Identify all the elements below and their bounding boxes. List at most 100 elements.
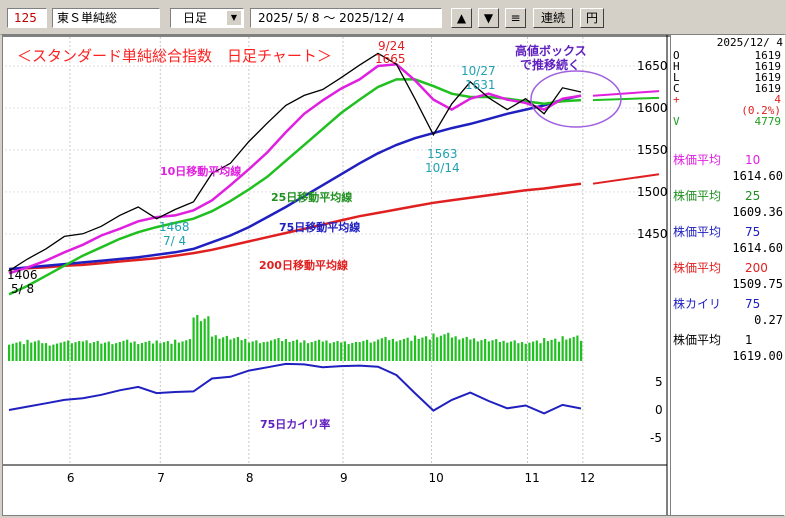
volume-bar <box>129 342 132 361</box>
ohlc-value: 1619 <box>754 49 782 62</box>
indicator-header: 株カイリ 75 <box>673 297 783 311</box>
volume-bar <box>303 340 306 361</box>
volume-bar <box>19 341 22 361</box>
volume-bar <box>395 341 398 361</box>
menu-button[interactable]: ≡ <box>505 8 526 28</box>
ma25-label: 25日移動平均線 <box>271 190 352 204</box>
ohlc-value: 4 <box>774 93 781 106</box>
volume-bar <box>388 340 391 361</box>
volume-bar <box>8 344 11 361</box>
volume-bar <box>292 340 295 361</box>
volume-bar <box>177 342 180 361</box>
ohlc-value: 4779 <box>754 115 782 128</box>
kairi-tick-label: 0 <box>655 403 663 417</box>
volume-bar <box>329 343 332 361</box>
volume-bar <box>247 342 251 361</box>
ohlc-key: O <box>673 49 680 62</box>
indicator-param: 75 <box>745 297 761 311</box>
volume-bar <box>506 342 509 361</box>
continuous-button[interactable]: 連続 <box>533 8 573 28</box>
volume-bar <box>568 338 572 361</box>
scroll-down-button[interactable]: ▼ <box>478 8 499 28</box>
volume-bar <box>37 340 40 361</box>
volume-bar <box>236 336 239 361</box>
x-tick-label: 9 <box>340 471 348 485</box>
ohlc-value: (0.2%) <box>741 104 781 117</box>
kairi-label: 75日カイリ率 <box>260 417 330 431</box>
y-tick-label: 1600 <box>637 101 668 115</box>
high-box-ellipse <box>530 70 622 128</box>
volume-bar <box>572 336 575 361</box>
volume-bar <box>85 340 88 361</box>
volume-bar <box>103 342 107 361</box>
volume-bar <box>92 342 96 361</box>
volume-bar <box>421 337 424 361</box>
volume-bar <box>284 339 287 361</box>
volume-bar <box>277 338 280 361</box>
kairi-line <box>8 362 582 415</box>
volume-bar <box>520 342 524 361</box>
volume-bar <box>402 338 406 361</box>
value-1468: 1468 <box>159 220 190 234</box>
volume-bar <box>162 342 166 361</box>
indicator-value: 1619.00 <box>732 349 783 363</box>
ohlc-key: + <box>673 93 680 106</box>
kairi-tick-label: 5 <box>655 375 663 389</box>
volume-bar <box>203 318 206 361</box>
volume-bar <box>517 343 520 361</box>
date-range-field[interactable]: 2025/ 5/ 8 〜 2025/12/ 4 <box>250 8 442 28</box>
volume-bar <box>513 340 516 361</box>
volume-bar <box>554 338 557 361</box>
volume-bar <box>502 340 505 361</box>
y-tick-label: 1650 <box>637 59 668 73</box>
volume-bar <box>155 340 158 361</box>
ohlc-row: +4 <box>673 94 783 105</box>
volume-bar <box>81 341 85 361</box>
ohlc-key: L <box>673 71 680 84</box>
volume-bar <box>210 336 214 361</box>
code-field[interactable]: 125 <box>7 8 47 28</box>
volume-bar <box>557 341 561 361</box>
period-select[interactable]: 日足 ▼ <box>170 8 244 28</box>
volume-bar <box>532 341 535 361</box>
ma25-projection <box>592 96 660 102</box>
volume-bar <box>70 343 73 361</box>
scroll-up-button[interactable]: ▲ <box>451 8 472 28</box>
volume-bar <box>380 338 383 361</box>
value-1563: 1563 <box>427 147 458 161</box>
volume-bar <box>67 340 70 361</box>
volume-bar <box>576 335 579 361</box>
yen-button[interactable]: 円 <box>580 8 604 28</box>
volume-bar <box>170 343 173 361</box>
volume-bar <box>122 340 125 361</box>
indicator-label: 株価平均 <box>673 189 722 203</box>
x-tick-label: 11 <box>524 471 539 485</box>
volume-bar <box>15 342 18 361</box>
volume-bar <box>546 341 549 361</box>
volume-bar <box>472 338 476 361</box>
volume-bar <box>509 341 513 361</box>
volume-bar <box>399 340 402 361</box>
volume-bar <box>439 335 442 361</box>
indicator-label: 株価平均 <box>673 225 722 239</box>
ma10-label: 10日移動平均線 <box>160 164 241 178</box>
chart-title: ＜スタンダード単純総合指数 日足チャート＞ <box>17 47 332 65</box>
y-tick-label: 1500 <box>637 185 668 199</box>
volume-bar <box>199 321 203 361</box>
ohlc-value: 1619 <box>754 82 782 95</box>
volume-bar <box>428 339 431 361</box>
volume-bar <box>55 343 59 361</box>
volume-bar <box>41 343 44 361</box>
value-1631: 1631 <box>465 78 496 92</box>
volume-bar <box>495 339 498 361</box>
volume-bar <box>225 335 228 361</box>
volume-bar <box>384 336 387 361</box>
volume-bar <box>22 344 25 361</box>
volume-bar <box>255 340 258 361</box>
ma200-label: 200日移動平均線 <box>259 258 348 272</box>
name-field[interactable]: 東Ｓ単純総 <box>52 8 160 28</box>
volume-bar <box>100 343 103 361</box>
panel-date: 2025/12/ 4 <box>716 36 783 49</box>
ohlc-row: O 1619 <box>673 50 783 61</box>
kairi-tick-label: -5 <box>650 431 662 445</box>
